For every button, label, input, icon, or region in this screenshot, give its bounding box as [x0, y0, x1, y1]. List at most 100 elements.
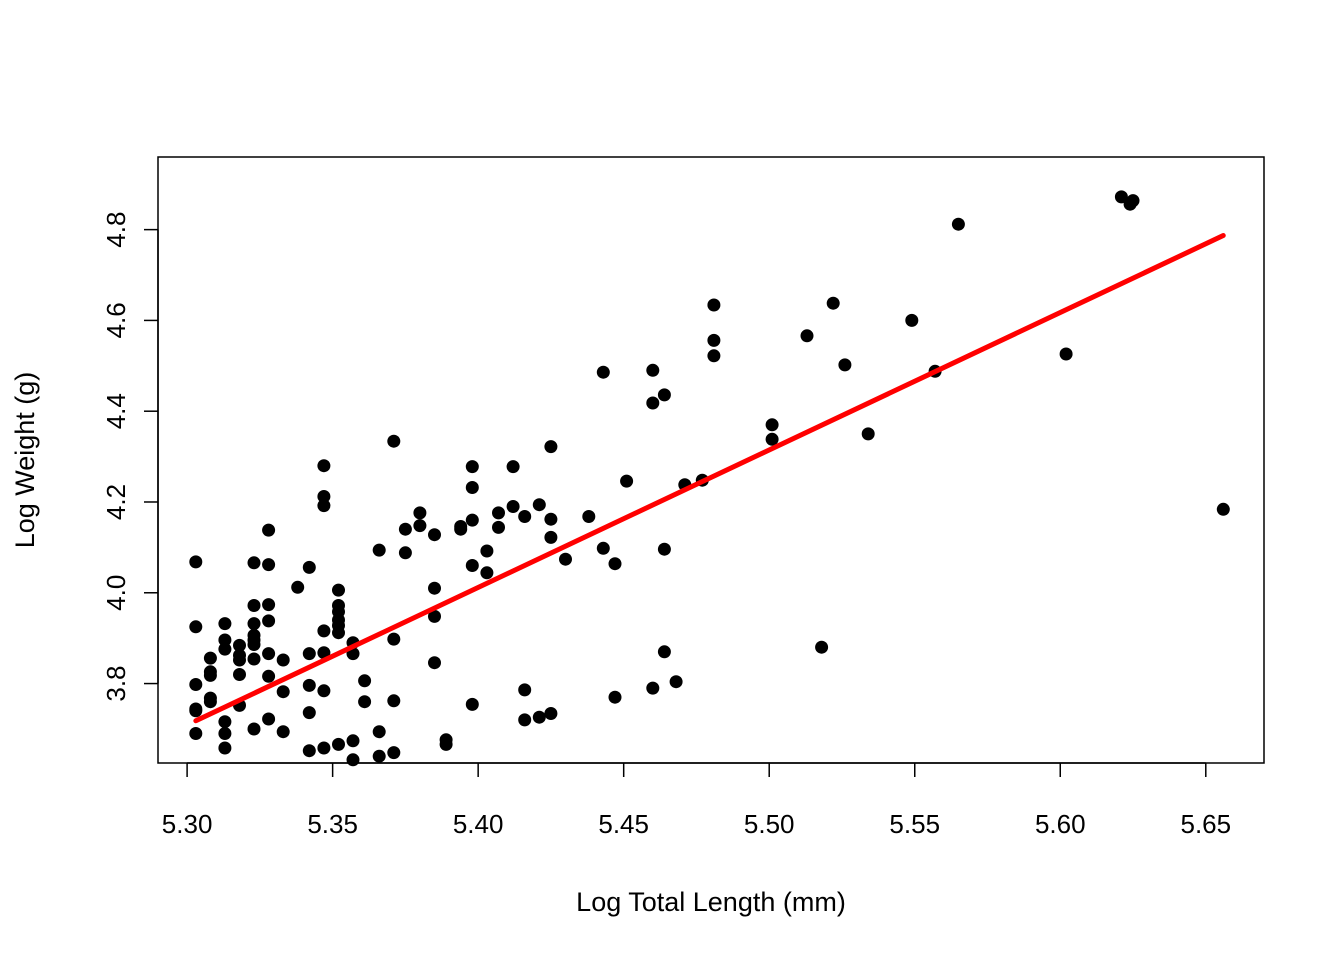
data-point — [247, 599, 261, 612]
data-point — [1114, 190, 1128, 204]
data-point — [465, 513, 479, 527]
y-tick-label: 4.2 — [101, 484, 131, 520]
y-tick-label: 3.8 — [101, 665, 131, 701]
data-point — [518, 683, 532, 697]
data-point — [620, 474, 634, 488]
x-tick-label: 5.65 — [1180, 809, 1231, 839]
data-point — [302, 678, 316, 692]
data-point — [218, 617, 232, 631]
data-point — [218, 642, 232, 656]
data-point — [439, 737, 453, 751]
data-point — [387, 746, 401, 760]
data-point — [544, 512, 558, 526]
x-tick-label: 5.30 — [162, 809, 213, 839]
data-point — [276, 653, 290, 667]
data-point — [262, 558, 276, 572]
data-point — [247, 722, 261, 736]
data-point — [218, 741, 232, 755]
data-point — [276, 685, 290, 699]
data-point — [346, 734, 360, 748]
data-point — [532, 710, 546, 724]
data-point — [413, 519, 427, 533]
x-axis: 5.30 5.35 5.40 5.45 5.50 5.55 5.60 5.65 — [162, 762, 1231, 839]
data-point — [480, 544, 494, 558]
data-points — [189, 190, 1230, 767]
data-point — [707, 333, 721, 347]
data-point — [765, 432, 779, 446]
data-point — [826, 296, 840, 310]
data-point — [544, 440, 558, 454]
data-point — [317, 646, 331, 660]
y-tick-label: 4.8 — [101, 212, 131, 248]
data-point — [387, 434, 401, 448]
data-point — [465, 481, 479, 494]
data-point — [332, 737, 345, 751]
data-point — [302, 560, 316, 574]
data-point — [398, 522, 412, 536]
data-point — [1216, 502, 1230, 516]
data-point — [247, 638, 261, 651]
x-axis-title: Log Total Length (mm) — [576, 887, 846, 917]
data-point — [358, 674, 372, 688]
data-point — [492, 520, 505, 534]
data-point — [544, 707, 558, 720]
data-point — [492, 506, 505, 520]
data-point — [332, 626, 345, 640]
data-point — [302, 744, 316, 758]
x-tick-label: 5.35 — [307, 809, 358, 839]
y-tick-label: 4.0 — [101, 575, 131, 611]
data-point — [317, 741, 331, 755]
data-point — [247, 556, 261, 570]
data-point — [317, 684, 331, 698]
data-point — [233, 638, 246, 652]
data-point — [428, 656, 441, 670]
data-point — [262, 669, 276, 683]
data-point — [317, 624, 331, 638]
data-point — [1126, 194, 1140, 208]
data-point — [428, 609, 441, 623]
data-point — [905, 313, 919, 327]
data-point — [1059, 347, 1073, 361]
data-point — [951, 217, 965, 231]
data-point — [317, 459, 331, 473]
data-point — [506, 500, 520, 513]
data-point — [657, 388, 671, 402]
y-tick-label: 4.6 — [101, 302, 131, 338]
data-point — [465, 559, 479, 572]
data-point — [765, 418, 779, 432]
data-point — [189, 555, 203, 569]
data-point — [707, 349, 721, 363]
data-point — [189, 620, 203, 634]
data-point — [372, 543, 386, 557]
data-point — [262, 598, 276, 612]
data-point — [203, 651, 217, 665]
data-point — [480, 566, 494, 580]
data-point — [582, 510, 596, 523]
data-point — [815, 640, 829, 654]
data-point — [465, 460, 479, 474]
data-point — [218, 727, 232, 740]
data-point — [428, 581, 441, 595]
data-point — [262, 523, 276, 537]
y-tick-label: 4.4 — [101, 393, 131, 429]
data-point — [372, 725, 386, 739]
data-point — [861, 427, 875, 441]
data-point — [838, 358, 852, 372]
data-point — [317, 490, 331, 503]
data-point — [302, 706, 316, 720]
data-point — [596, 365, 610, 379]
data-point — [262, 712, 276, 726]
data-point — [413, 506, 427, 520]
data-point — [398, 546, 412, 560]
data-point — [387, 632, 401, 646]
data-point — [669, 675, 683, 689]
data-point — [189, 727, 203, 740]
data-point — [276, 725, 290, 739]
data-point — [506, 460, 520, 474]
data-point — [387, 694, 401, 708]
data-point — [247, 652, 261, 666]
data-point — [233, 668, 246, 681]
data-point — [646, 396, 660, 410]
data-point — [559, 552, 572, 566]
